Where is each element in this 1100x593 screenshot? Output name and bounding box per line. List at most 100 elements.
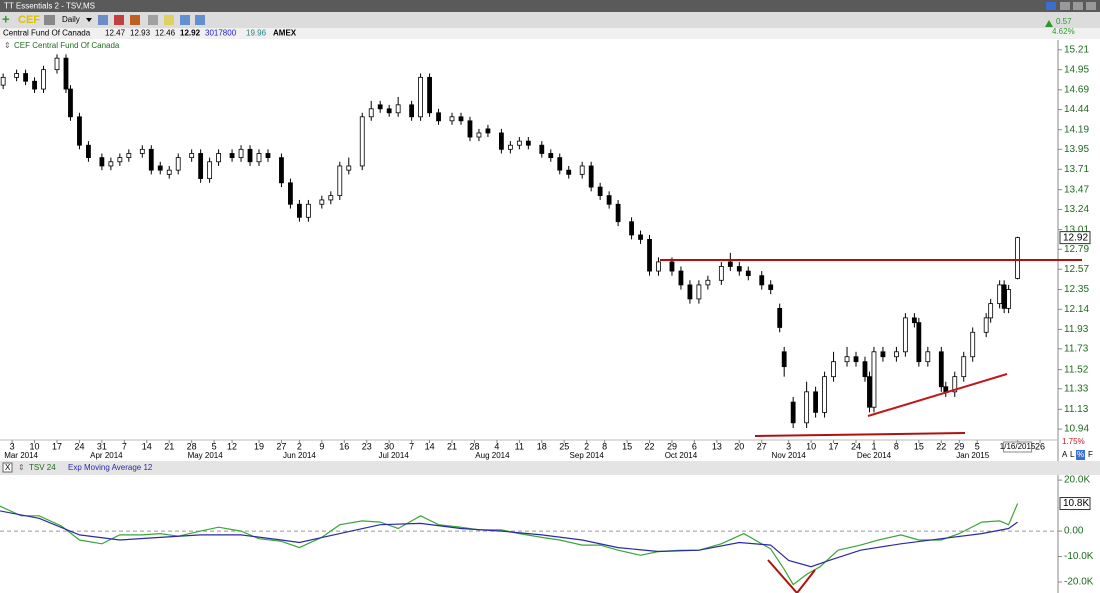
candle-body [777, 307, 783, 328]
candle-body [615, 203, 621, 223]
dropdown-arrow[interactable] [86, 18, 92, 22]
axis-button[interactable]: % [1077, 450, 1084, 459]
x-tick-label: 8 [602, 441, 607, 451]
candle-body [467, 120, 473, 138]
up-arrow [1045, 20, 1053, 27]
icon[interactable] [148, 15, 158, 25]
icon[interactable] [164, 15, 174, 25]
period[interactable]: Daily [62, 15, 80, 24]
y-tick-label: 20.0K [1064, 475, 1090, 486]
x-tick-label: 4 [494, 441, 499, 451]
candle-body [952, 376, 958, 393]
window-button[interactable] [1086, 2, 1096, 10]
candle-body [548, 153, 554, 159]
last-price-box [1059, 231, 1091, 245]
y-tick-label: 14.19 [1064, 124, 1089, 135]
y-tick-label: 13.24 [1064, 204, 1089, 215]
candle-body [108, 161, 114, 167]
axis-button[interactable]: F [1088, 450, 1093, 459]
candle-body [449, 116, 455, 122]
x-tick-label: 23 [362, 441, 372, 451]
y-tick-label: 15.21 [1064, 44, 1089, 55]
candle-body [727, 261, 733, 267]
x-tick-label: 7 [409, 441, 414, 451]
x-tick-label: 18 [537, 441, 547, 451]
x-tick-label: 15 [914, 441, 924, 451]
candle-body [597, 186, 603, 197]
candle-body [579, 165, 585, 175]
icon[interactable] [180, 15, 190, 25]
x-tick-label: 29 [667, 441, 677, 451]
candle-body [539, 144, 545, 154]
candle-body [63, 57, 69, 90]
candle-body [498, 132, 504, 150]
candle-body [409, 104, 415, 118]
close: 12.92 [180, 29, 201, 38]
candle-body [938, 351, 944, 388]
axis-button-bg[interactable] [1076, 450, 1085, 460]
candle-body [1015, 237, 1021, 279]
candle-body [629, 221, 634, 236]
candle-body [359, 116, 365, 167]
candle-body [175, 157, 181, 171]
candle-body [925, 351, 931, 363]
month-label: Nov 2014 [772, 451, 807, 460]
trend-line[interactable] [867, 373, 1008, 417]
icon[interactable] [195, 15, 205, 25]
candle-body [319, 199, 325, 205]
symbol[interactable]: CEF [18, 14, 40, 26]
candle-body [853, 356, 859, 363]
candle-body [911, 317, 917, 324]
trend-line[interactable] [754, 432, 966, 437]
panel-handle[interactable]: ⇕ [18, 463, 25, 472]
y-tick-label: 14.44 [1064, 104, 1089, 115]
x-tick-label: 6 [692, 441, 697, 451]
icon[interactable] [130, 15, 140, 25]
x-tick-label: 17 [52, 441, 62, 451]
window-button[interactable] [1046, 2, 1056, 10]
icon[interactable] [98, 15, 108, 25]
panel-handle[interactable]: ⇕ [4, 41, 11, 50]
candle-body [229, 153, 235, 159]
icon[interactable] [44, 15, 55, 25]
candle-body [745, 270, 751, 277]
legend-ema: Exp Moving Average 12 [68, 463, 153, 472]
x-tick-label: 2 [584, 441, 589, 451]
candle-body [804, 391, 810, 424]
candle-body [557, 157, 563, 171]
axis-button[interactable]: A [1062, 450, 1068, 459]
close-x[interactable]: X [5, 463, 11, 472]
month-label: May 2014 [188, 451, 224, 460]
open: 12.47 [105, 29, 126, 38]
month-label: Sep 2014 [570, 451, 605, 460]
axis-button[interactable]: L [1070, 450, 1075, 459]
candle-body [988, 303, 994, 319]
x-tick-label: 20 [734, 441, 744, 451]
separator [0, 461, 1100, 475]
close-button[interactable] [2, 462, 13, 473]
x-tick-label: 17 [829, 441, 839, 451]
candle-body [718, 266, 724, 281]
x-tick-label: 28 [187, 441, 197, 451]
icon[interactable] [114, 15, 124, 25]
candle-body [696, 284, 702, 300]
candle-body [588, 165, 594, 188]
x-tick-label: 27 [276, 441, 286, 451]
x-tick-label: 24 [851, 441, 861, 451]
x-tick-label: 31 [97, 441, 107, 451]
x-tick-label: 5 [212, 441, 217, 451]
x-tick-label: 10 [30, 441, 40, 451]
candle-body [328, 195, 334, 201]
candle-body [997, 284, 1003, 305]
window-button[interactable] [1060, 2, 1070, 10]
trend-line[interactable] [767, 559, 816, 593]
candle-body [41, 69, 46, 90]
window-button[interactable] [1073, 2, 1083, 10]
candle-body [867, 376, 872, 408]
window-title: TT Essentials 2 - TSV,MS [4, 2, 95, 11]
candle-body [23, 73, 28, 82]
candle-body [902, 317, 908, 353]
low: 12.46 [155, 29, 176, 38]
value-label-box [1059, 497, 1091, 511]
add-button[interactable]: + [2, 11, 10, 26]
